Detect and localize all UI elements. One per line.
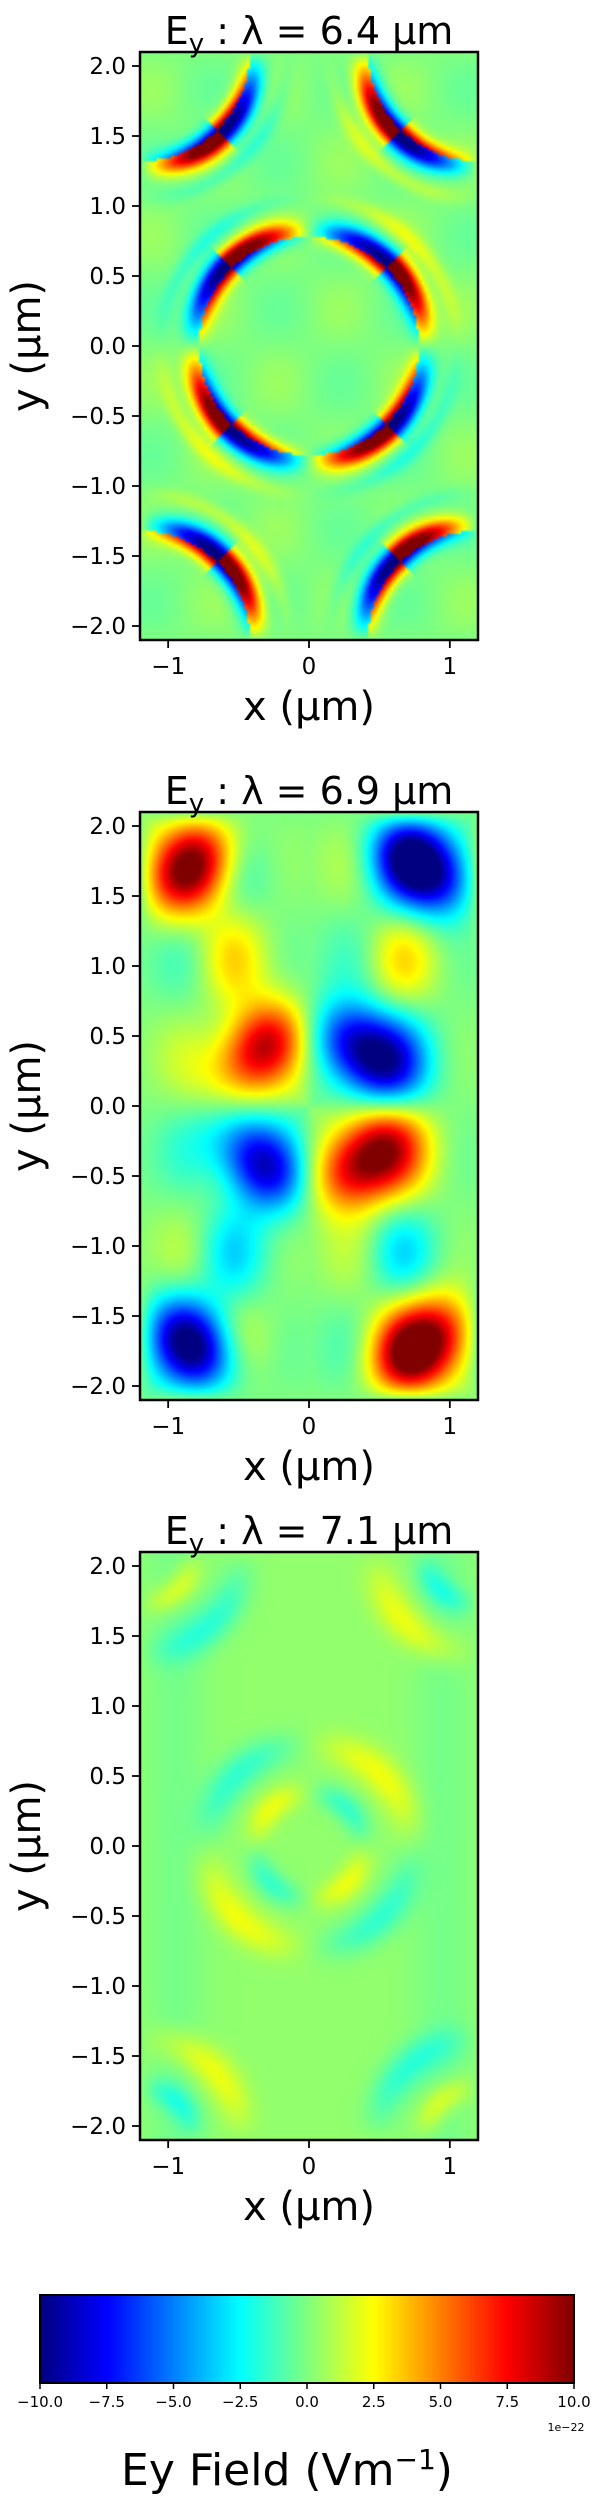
x-tick-label: −1 bbox=[151, 1414, 185, 1440]
colorbar-tick-label: 7.5 bbox=[495, 2393, 519, 2411]
colorbar-label-main: Ey Field (Vm bbox=[121, 2445, 395, 2496]
x-tick-label: −1 bbox=[151, 2154, 185, 2180]
field-heatmap bbox=[140, 812, 478, 1400]
colorbar-tick-label: −5.0 bbox=[155, 2393, 191, 2411]
y-axis-label: y (μm) bbox=[4, 1780, 50, 1912]
colorbar-tick-label: 5.0 bbox=[429, 2393, 453, 2411]
colorbar-tick-label: 2.5 bbox=[362, 2393, 386, 2411]
title-wavelength: : λ = 7.1 μm bbox=[204, 1509, 453, 1553]
plot-title: Ey : λ = 6.9 μm bbox=[165, 769, 454, 819]
y-tick-label: −2.0 bbox=[70, 1374, 126, 1400]
x-tick-label: 0 bbox=[302, 654, 317, 680]
colorbar-label: Ey Field (Vm−1) bbox=[121, 2443, 453, 2496]
y-tick-label: 2.0 bbox=[89, 814, 126, 840]
y-tick-label: −0.5 bbox=[70, 404, 126, 430]
colorbar: −10.0 −7.5 −5.0 −2.5 0.0 2.5 5.0 7.5 10.0 1e−22 Ey… bbox=[17, 2294, 591, 2496]
x-tick-label: 0 bbox=[302, 2154, 317, 2180]
y-tick-label: −1.0 bbox=[70, 1234, 126, 1260]
y-tick-label: −1.5 bbox=[70, 2044, 126, 2070]
y-tick-label: −1.5 bbox=[70, 544, 126, 570]
x-tick-label: −1 bbox=[151, 654, 185, 680]
subplot-2: Ey : λ = 6.9 μm 2.0 1.5 1.0 0.5 0.0 −0.5 −1.0 −1… bbox=[4, 769, 480, 1490]
colorbar-label-exponent: −1 bbox=[395, 2443, 436, 2476]
y-tick-label: 0.5 bbox=[89, 1764, 126, 1790]
y-tick-label: −0.5 bbox=[70, 1164, 126, 1190]
x-tick-label: 1 bbox=[443, 654, 458, 680]
colorbar-tick-label: 0.0 bbox=[295, 2393, 319, 2411]
y-tick-label: 1.5 bbox=[89, 124, 126, 150]
y-tick-label: 0.0 bbox=[89, 1094, 126, 1120]
y-axis-label: y (μm) bbox=[4, 1040, 50, 1172]
x-tick-label: 0 bbox=[302, 1414, 317, 1440]
y-tick-label: −2.0 bbox=[70, 614, 126, 640]
y-tick-label: −1.5 bbox=[70, 1304, 126, 1330]
y-tick-label: 1.5 bbox=[89, 1624, 126, 1650]
title-symbol: E bbox=[165, 9, 189, 53]
colorbar-tick-label: −10.0 bbox=[17, 2393, 63, 2411]
y-tick-label: −1.0 bbox=[70, 1974, 126, 2000]
title-wavelength: : λ = 6.9 μm bbox=[204, 769, 453, 813]
y-tick-label: 2.0 bbox=[89, 1554, 126, 1580]
title-symbol: E bbox=[165, 769, 189, 813]
title-symbol: E bbox=[165, 1509, 189, 1553]
y-tick-label: 1.0 bbox=[89, 1694, 126, 1720]
y-tick-label: −0.5 bbox=[70, 1904, 126, 1930]
plot-title: Ey : λ = 6.4 μm bbox=[165, 9, 454, 59]
y-tick-label: 0.5 bbox=[89, 264, 126, 290]
title-wavelength: : λ = 6.4 μm bbox=[204, 9, 453, 53]
plot-title: Ey : λ = 7.1 μm bbox=[165, 1509, 454, 1559]
subplot-3: Ey : λ = 7.1 μm 2.0 1.5 1.0 0.5 0.0 −0.5 −1.0 −1… bbox=[4, 1509, 480, 2230]
y-tick-label: 0.0 bbox=[89, 334, 126, 360]
y-tick-label: 1.5 bbox=[89, 884, 126, 910]
colorbar-offset-text: 1e−22 bbox=[548, 2421, 585, 2434]
title-subscript: y bbox=[189, 1529, 204, 1559]
y-tick-label: 1.0 bbox=[89, 954, 126, 980]
x-axis-label: x (μm) bbox=[243, 684, 375, 730]
y-tick-label: 1.0 bbox=[89, 194, 126, 220]
y-tick-label: −2.0 bbox=[70, 2114, 126, 2140]
colorbar-tick-label: 10.0 bbox=[557, 2393, 590, 2411]
field-heatmap bbox=[140, 52, 478, 640]
colorbar-gradient bbox=[40, 2295, 574, 2383]
colorbar-tick-label: −7.5 bbox=[89, 2393, 125, 2411]
subplot-1: Ey : λ = 6.4 μm 2.0 1.5 1.0 0.5 0.0 −0.5 −1.0 −1… bbox=[4, 9, 480, 730]
title-subscript: y bbox=[189, 789, 204, 819]
x-axis-label: x (μm) bbox=[243, 1444, 375, 1490]
colorbar-tick-label: −2.5 bbox=[222, 2393, 258, 2411]
field-heatmap bbox=[140, 1552, 478, 2140]
y-tick-label: 2.0 bbox=[89, 54, 126, 80]
y-tick-label: 0.5 bbox=[89, 1024, 126, 1050]
y-tick-label: 0.0 bbox=[89, 1834, 126, 1860]
colorbar-label-close: ) bbox=[436, 2445, 453, 2496]
y-tick-label: −1.0 bbox=[70, 474, 126, 500]
x-tick-label: 1 bbox=[443, 2154, 458, 2180]
x-axis-label: x (μm) bbox=[243, 2184, 375, 2230]
x-tick-label: 1 bbox=[443, 1414, 458, 1440]
y-axis-label: y (μm) bbox=[4, 280, 50, 412]
title-subscript: y bbox=[189, 29, 204, 59]
